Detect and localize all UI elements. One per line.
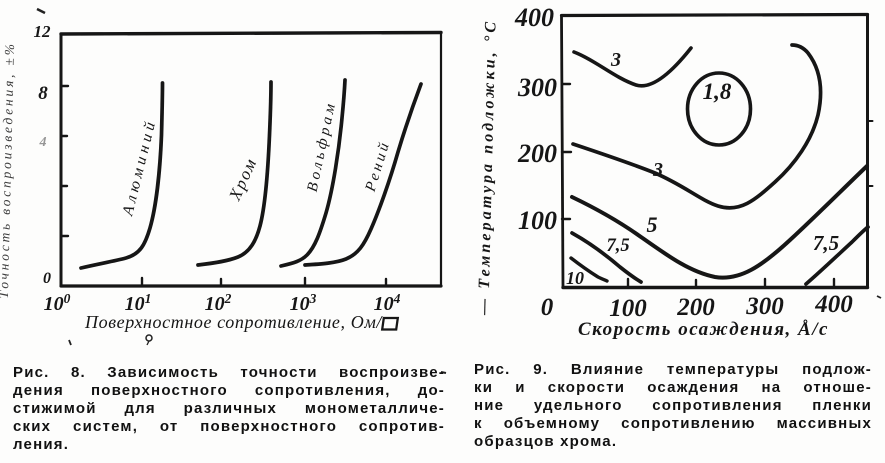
svg-text:7,5: 7,5 xyxy=(606,236,629,256)
svg-text:5: 5 xyxy=(647,212,658,237)
svg-text:7,5: 7,5 xyxy=(813,231,839,255)
svg-text:100: 100 xyxy=(44,291,71,315)
svg-text:400: 400 xyxy=(814,291,853,318)
svg-text:8: 8 xyxy=(38,83,48,104)
svg-text:4: 4 xyxy=(39,135,47,150)
svg-text:Скорость осаждения, Å/с: Скорость осаждения, Å/с xyxy=(578,319,829,340)
svg-text:Поверхностное сопротивление, О: Поверхностное сопротивление, Ом/ xyxy=(84,312,383,332)
svg-text:100: 100 xyxy=(609,295,647,322)
svg-text:0: 0 xyxy=(541,294,554,321)
svg-text:Точность воспроизведения, ±%: Точность воспроизведения, ±% xyxy=(0,41,17,299)
svg-text:200: 200 xyxy=(676,294,715,321)
svg-text:0: 0 xyxy=(43,270,51,287)
svg-text:3: 3 xyxy=(652,159,663,181)
svg-text:102: 102 xyxy=(205,291,232,315)
svg-text:200: 200 xyxy=(517,139,557,168)
svg-text:— Температура подложки, °С: — Температура подложки, °С xyxy=(475,19,499,316)
svg-text:104: 104 xyxy=(374,291,401,315)
svg-text:12: 12 xyxy=(34,22,52,41)
svg-text:1,8: 1,8 xyxy=(703,79,732,104)
svg-text:100: 100 xyxy=(518,206,557,235)
svg-text:300: 300 xyxy=(517,73,557,102)
svg-text:400: 400 xyxy=(514,3,554,32)
svg-text:Хром: Хром xyxy=(225,154,261,204)
svg-text:10: 10 xyxy=(566,268,584,288)
svg-text:3: 3 xyxy=(610,49,621,71)
svg-text:300: 300 xyxy=(745,293,784,320)
